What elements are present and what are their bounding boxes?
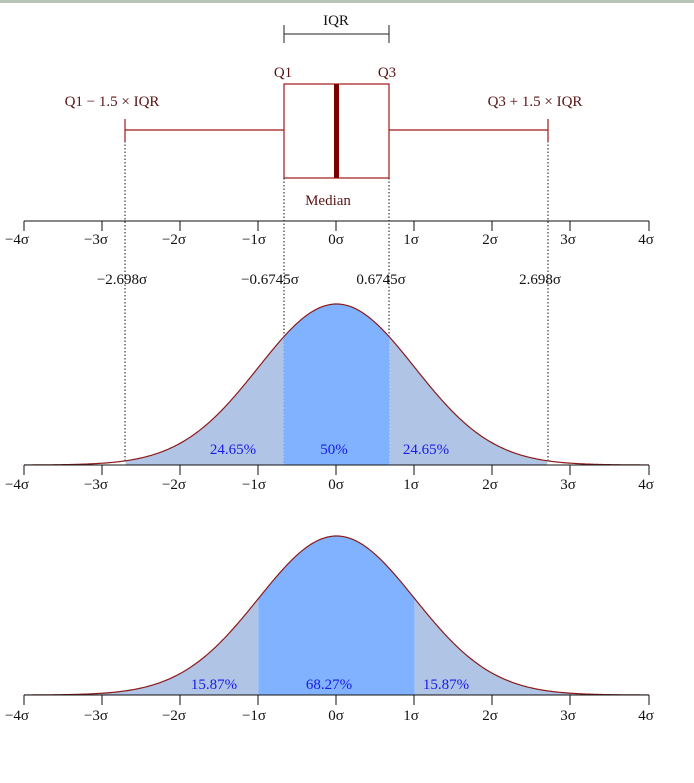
tick-label: 2σ: [482, 232, 498, 248]
tick-label: 1σ: [403, 708, 419, 724]
tick-label: −1σ: [242, 708, 266, 724]
tick-label: −2σ: [162, 232, 186, 248]
axis-bottom: −4σ −3σ −2σ −1σ 0σ 1σ 2σ 3σ 4σ: [5, 694, 654, 724]
tick-label: 3σ: [560, 708, 576, 724]
tick-label: 4σ: [638, 477, 654, 493]
tick-label: 2σ: [482, 708, 498, 724]
tick-label: −2σ: [162, 477, 186, 493]
tail-area-left: [24, 598, 259, 695]
tick-label: −4σ: [5, 708, 29, 724]
tail-area-right: [414, 598, 649, 695]
center-area: [258, 536, 415, 695]
tick-label: 1σ: [403, 477, 419, 493]
median-label: Median: [305, 193, 351, 209]
boxplot-panel: IQR Q1 Q3 Q1 − 1.5 × IQR Q3 + 1.5 × IQR …: [5, 13, 654, 465]
q3-value: 0.6745σ: [356, 272, 405, 288]
tick-label: 0σ: [328, 232, 344, 248]
tick-label: 4σ: [638, 708, 654, 724]
q3-label: Q3: [378, 65, 396, 81]
tick-label: 1σ: [403, 232, 419, 248]
tick-label: 3σ: [560, 232, 576, 248]
axis-top: −4σ −3σ −2σ −1σ 0σ 1σ 2σ 3σ 4σ: [5, 220, 654, 248]
upper-fence-label: Q3 + 1.5 × IQR: [488, 94, 583, 110]
tick-label: 0σ: [328, 708, 344, 724]
percent-right: 24.65%: [403, 442, 449, 458]
percent-right: 15.87%: [423, 677, 469, 693]
percent-left: 24.65%: [210, 442, 256, 458]
q1-value: −0.6745σ: [241, 272, 299, 288]
percent-center: 68.27%: [306, 677, 352, 693]
tail-area-right: [547, 460, 649, 465]
tail-area-left: [24, 460, 126, 465]
tick-label: −4σ: [5, 232, 29, 248]
mid-area-right: [389, 336, 548, 465]
tick-label: −1σ: [242, 477, 266, 493]
tick-label: −3σ: [84, 477, 108, 493]
mid-area-left: [125, 336, 284, 465]
lower-fence-value: −2.698σ: [97, 272, 147, 288]
tick-label: −2σ: [162, 708, 186, 724]
tick-label: 0σ: [328, 477, 344, 493]
tick-label: −3σ: [84, 232, 108, 248]
center-area: [283, 304, 390, 465]
tick-label: −4σ: [5, 477, 29, 493]
sigma-density-panel: 15.87% 68.27% 15.87% −4σ −3σ −2σ −1σ: [5, 535, 654, 724]
tick-label: 4σ: [638, 232, 654, 248]
median-line: [334, 84, 339, 178]
quartile-density-panel: 24.65% 50% 24.65% −4σ −3σ −2σ −1σ: [5, 303, 654, 493]
q1-label: Q1: [274, 65, 292, 81]
iqr-bracket: [283, 25, 390, 43]
percent-center: 50%: [320, 442, 348, 458]
top-border: [0, 0, 694, 3]
tick-label: −3σ: [84, 708, 108, 724]
density-curve: [23, 303, 650, 466]
density-curve: [23, 535, 650, 696]
axis-middle: −4σ −3σ −2σ −1σ 0σ 1σ 2σ 3σ 4σ: [5, 464, 654, 493]
tick-label: 2σ: [482, 477, 498, 493]
tick-label: 3σ: [560, 477, 576, 493]
percent-left: 15.87%: [191, 677, 237, 693]
lower-fence-label: Q1 − 1.5 × IQR: [65, 94, 160, 110]
upper-fence-value: 2.698σ: [519, 272, 561, 288]
tick-label: −1σ: [242, 232, 266, 248]
iqr-label: IQR: [323, 13, 349, 29]
